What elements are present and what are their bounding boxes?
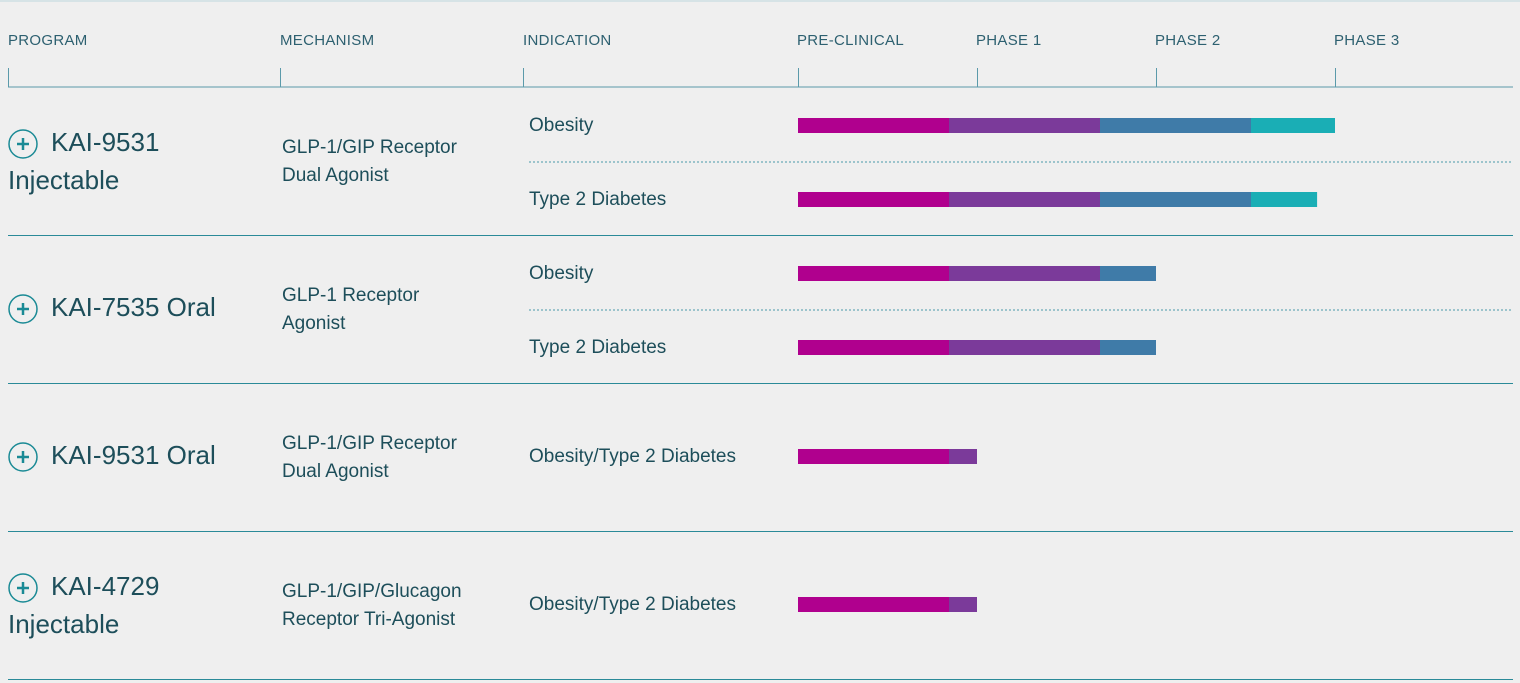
progress-bar	[798, 118, 949, 133]
progress-bar	[1100, 192, 1251, 207]
mechanism: GLP-1/GIP Receptor	[282, 433, 458, 454]
program-name: KAI-9531 Oral	[51, 440, 216, 470]
program-name: KAI-9531	[51, 127, 159, 157]
expand-button[interactable]	[8, 573, 38, 603]
program-name: KAI-4729	[51, 571, 159, 601]
plus-icon[interactable]	[17, 138, 29, 150]
plus-icon[interactable]	[17, 582, 29, 594]
indication: Type 2 Diabetes	[529, 189, 666, 210]
phase-header: PHASE 1	[976, 32, 1041, 49]
phase-header: PHASE 3	[1334, 32, 1399, 49]
program-name: Injectable	[8, 609, 119, 639]
plus-icon[interactable]	[17, 451, 29, 463]
progress-bar	[949, 266, 1100, 281]
progress-bar	[949, 118, 1100, 133]
mechanism: Dual Agonist	[282, 165, 389, 186]
mechanism: Dual Agonist	[282, 461, 389, 482]
mechanism: GLP-1/GIP Receptor	[282, 137, 458, 158]
progress-bar	[798, 192, 949, 207]
indication: Obesity/Type 2 Diabetes	[529, 446, 736, 467]
progress-bar	[798, 266, 949, 281]
progress-bar	[1100, 266, 1156, 281]
expand-button[interactable]	[8, 442, 38, 472]
expand-button[interactable]	[8, 294, 38, 324]
progress-bar	[949, 449, 977, 464]
column-header: INDICATION	[523, 32, 612, 49]
column-header: PROGRAM	[8, 32, 88, 49]
progress-bar	[1251, 192, 1318, 207]
phase-header: PHASE 2	[1155, 32, 1220, 49]
column-header: MECHANISM	[280, 32, 374, 49]
progress-bar	[949, 192, 1100, 207]
progress-bar	[949, 340, 1100, 355]
indication: Obesity/Type 2 Diabetes	[529, 594, 736, 615]
progress-bar	[798, 449, 949, 464]
progress-bar	[1100, 118, 1251, 133]
progress-bar	[798, 340, 949, 355]
plus-icon[interactable]	[17, 303, 29, 315]
mechanism: GLP-1 Receptor	[282, 285, 420, 306]
program-name: KAI-7535 Oral	[51, 292, 216, 322]
progress-bar	[1251, 118, 1335, 133]
mechanism: Agonist	[282, 313, 346, 334]
progress-bar	[1100, 340, 1156, 355]
progress-bar	[798, 597, 949, 612]
expand-button[interactable]	[8, 129, 38, 159]
indication: Obesity	[529, 115, 594, 136]
phase-header: PRE-CLINICAL	[797, 32, 904, 49]
indication: Obesity	[529, 263, 594, 284]
progress-bar	[949, 597, 977, 612]
mechanism: Receptor Tri-Agonist	[282, 609, 456, 630]
mechanism: GLP-1/GIP/Glucagon	[282, 581, 462, 602]
program-name: Injectable	[8, 165, 119, 195]
indication: Type 2 Diabetes	[529, 337, 666, 358]
